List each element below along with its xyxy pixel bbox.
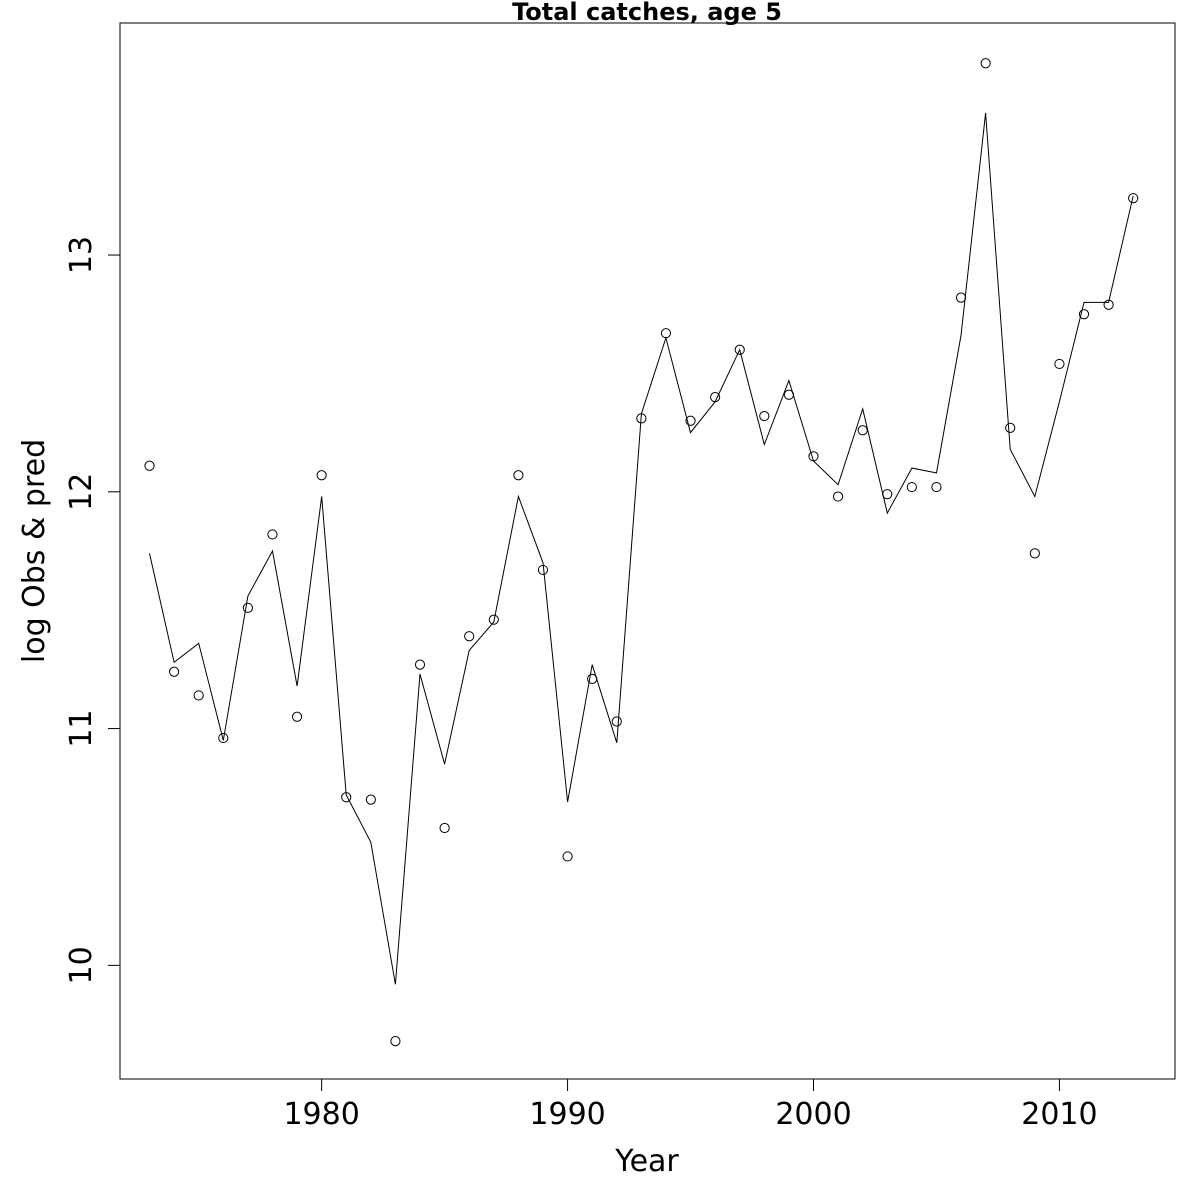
observed-point-1975 — [193, 690, 204, 701]
observed-point-2013 — [1128, 193, 1139, 204]
observed-point-2007 — [980, 58, 991, 69]
y-axis: 10 11 12 13 — [64, 236, 121, 984]
observed-point-2005 — [931, 481, 942, 493]
observed-point-1986 — [464, 631, 475, 642]
observed-point-1978 — [267, 529, 278, 540]
x-tick-label-1980: 1980 — [283, 1097, 359, 1132]
observed-point-2001 — [832, 491, 844, 502]
y-tick-label-10: 10 — [64, 946, 99, 984]
y-tick-label-12: 12 — [64, 473, 99, 511]
observed-point-1974 — [169, 666, 180, 677]
observed-point-1991 — [587, 673, 598, 684]
observed-point-1973 — [144, 460, 155, 471]
observed-point-2004 — [906, 481, 917, 493]
observed-point-1987 — [488, 614, 499, 625]
observed-point-1994 — [660, 328, 672, 339]
observed-point-1981 — [341, 792, 352, 803]
observed-point-2012 — [1103, 299, 1114, 310]
chart-title: Total catches, age 5 — [512, 0, 782, 26]
observed-point-2011 — [1078, 309, 1090, 320]
x-tick-label-2010: 2010 — [1021, 1097, 1097, 1132]
observed-point-1982 — [365, 794, 376, 805]
observed-point-1996 — [710, 391, 721, 403]
x-axis-label: Year — [614, 1144, 679, 1179]
observed-point-2008 — [1005, 422, 1016, 433]
observed-point-1989 — [537, 564, 549, 576]
observed-point-1985 — [439, 822, 450, 834]
observed-point-1992 — [611, 716, 622, 727]
observed-point-1997 — [734, 344, 745, 355]
observed-series-points — [144, 58, 1139, 1047]
observed-point-1976 — [218, 732, 229, 744]
observed-point-1988 — [513, 470, 524, 481]
observed-point-1984 — [414, 659, 426, 670]
observed-point-1980 — [316, 470, 327, 481]
x-axis: 1980 1990 2000 2010 — [283, 1078, 1098, 1132]
observed-point-1993 — [636, 413, 647, 424]
observed-point-1979 — [291, 711, 303, 722]
observed-point-1998 — [759, 410, 770, 422]
x-tick-label-1990: 1990 — [529, 1097, 605, 1132]
observed-point-1990 — [562, 851, 573, 862]
observed-point-2010 — [1054, 358, 1065, 370]
observed-point-1995 — [685, 415, 696, 426]
x-tick-label-2000: 2000 — [775, 1097, 851, 1132]
observed-point-2002 — [857, 425, 868, 436]
observed-point-2003 — [882, 489, 893, 500]
observed-point-1999 — [783, 389, 795, 400]
observed-point-2009 — [1029, 548, 1040, 559]
observed-point-2000 — [808, 451, 819, 462]
observed-point-1977 — [242, 602, 253, 613]
observed-point-2006 — [955, 292, 967, 303]
observed-point-1983 — [390, 1036, 401, 1047]
y-axis-label: log Obs & pred — [17, 439, 52, 663]
y-tick-label-11: 11 — [64, 709, 99, 747]
y-tick-label-13: 13 — [64, 236, 99, 274]
